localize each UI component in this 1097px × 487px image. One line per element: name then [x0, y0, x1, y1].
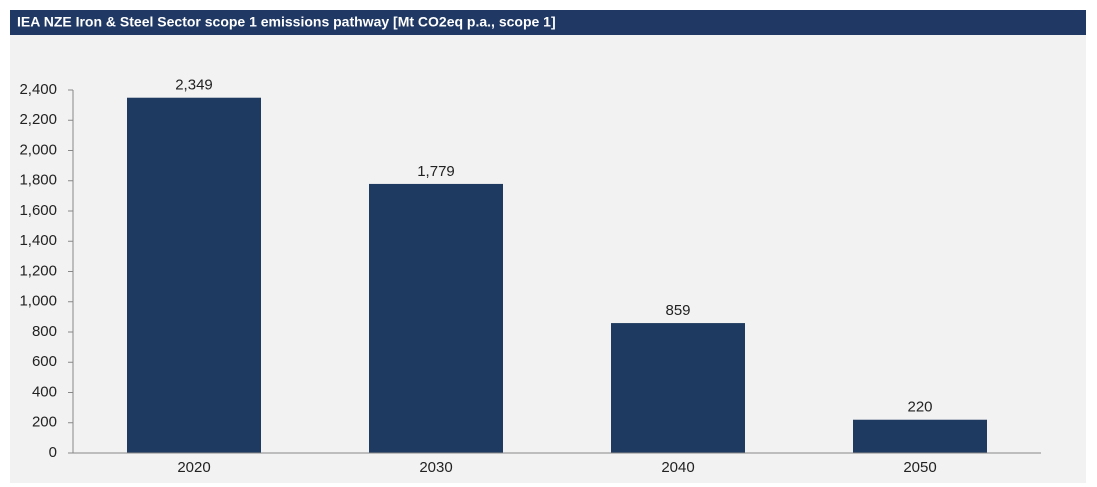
x-tick-label: 2050	[903, 459, 936, 476]
bar	[369, 183, 503, 453]
y-tick-label: 1,800	[19, 172, 57, 189]
y-tick-label: 600	[32, 353, 57, 370]
chart-title: IEA NZE Iron & Steel Sector scope 1 emis…	[17, 14, 556, 30]
y-tick-label: 2,200	[19, 111, 57, 128]
value-label: 859	[665, 302, 690, 319]
y-tick-label: 1,000	[19, 293, 57, 310]
y-tick-label: 1,200	[19, 262, 57, 279]
x-tick-label: 2040	[661, 459, 694, 476]
y-tick-label: 1,400	[19, 232, 57, 249]
y-tick-label: 2,400	[19, 81, 57, 98]
bar	[127, 97, 261, 454]
y-tick-label: 1,600	[19, 202, 57, 219]
value-label: 1,779	[417, 163, 455, 180]
value-label: 220	[907, 399, 932, 416]
x-tick-label: 2030	[419, 459, 452, 476]
bar	[853, 419, 987, 453]
bar	[611, 323, 745, 453]
title-bar	[10, 10, 1086, 35]
y-tick-label: 2,000	[19, 141, 57, 158]
y-tick-label: 400	[32, 383, 57, 400]
x-tick-label: 2020	[177, 459, 210, 476]
y-tick-label: 0	[49, 444, 57, 461]
y-tick-label: 200	[32, 414, 57, 431]
value-label: 2,349	[175, 77, 213, 94]
y-tick-label: 800	[32, 323, 57, 340]
